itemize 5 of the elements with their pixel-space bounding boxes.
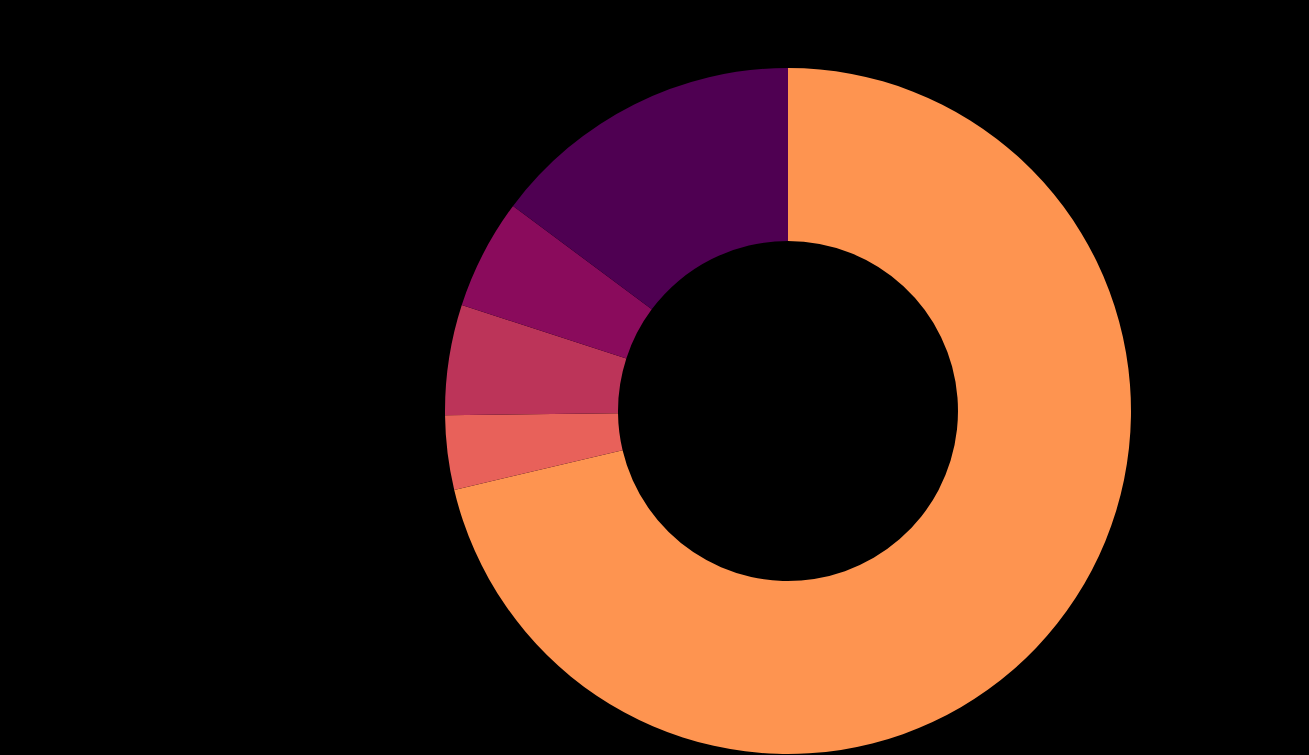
donut-slice xyxy=(445,305,627,416)
donut-slice xyxy=(445,413,623,491)
donut-slice xyxy=(454,68,1131,754)
donut-slice xyxy=(513,68,788,310)
donut-slice xyxy=(461,205,652,359)
